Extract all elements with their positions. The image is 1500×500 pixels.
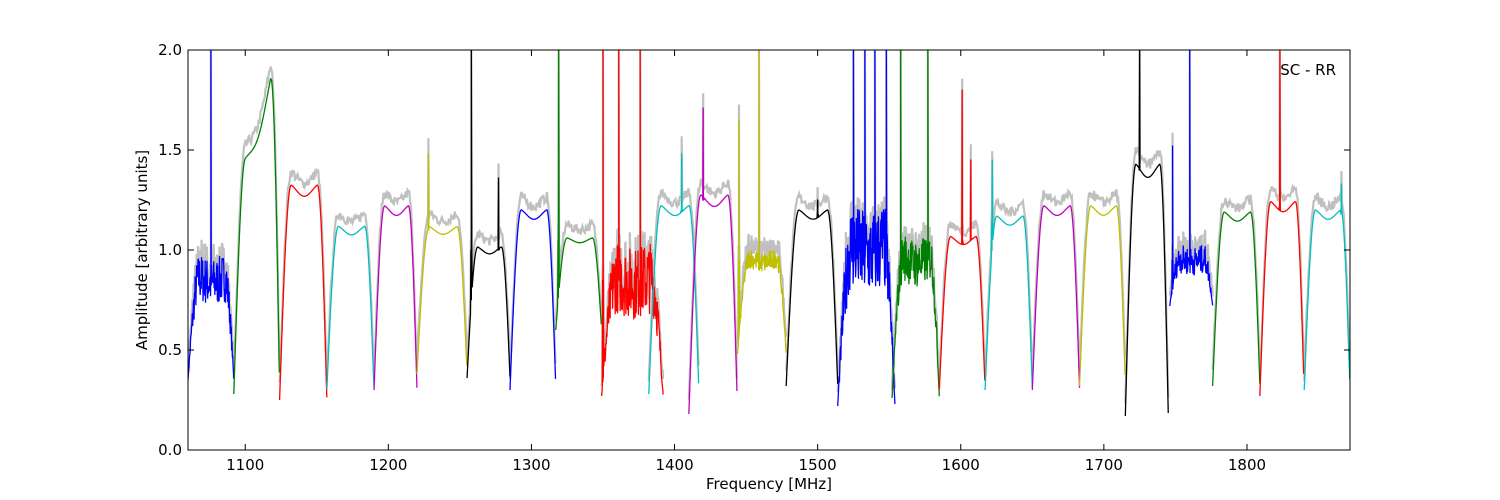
x-tick-label: 1700 — [1085, 456, 1123, 474]
series-line — [984, 159, 1033, 391]
background-trace — [415, 138, 468, 360]
background-trace — [232, 66, 281, 379]
background-trace — [508, 191, 557, 379]
series-line — [938, 89, 986, 391]
series-line — [416, 153, 468, 375]
series-line — [278, 184, 328, 401]
series-line — [1169, 50, 1214, 307]
background-trace — [1031, 188, 1081, 374]
y-tick-label: 1.5 — [158, 141, 182, 159]
background-trace — [1078, 189, 1127, 374]
background-trace — [1124, 50, 1170, 404]
y-axis-label: Amplitude [arbitrary units] — [133, 150, 151, 350]
series-line — [373, 205, 418, 391]
series-line — [1031, 205, 1081, 391]
x-tick-label: 1800 — [1228, 456, 1266, 474]
y-tick-label: 1.0 — [158, 241, 182, 259]
series-line — [188, 50, 235, 381]
x-tick-label: 1500 — [799, 456, 837, 474]
background-trace — [372, 186, 419, 374]
background-trace — [325, 211, 376, 381]
background-trace — [785, 187, 839, 373]
series-line — [785, 199, 839, 387]
background-trace — [1211, 193, 1261, 370]
x-axis: 1100 1200 1300 1400 1500 1600 1700 1800 — [226, 50, 1266, 474]
background-trace — [278, 167, 328, 383]
series-line — [1259, 50, 1305, 397]
series-line — [688, 107, 738, 415]
x-tick-label: 1600 — [942, 456, 980, 474]
series-line — [555, 50, 602, 331]
background-trace — [554, 50, 603, 322]
chart-annotation: SC - RR — [1280, 61, 1336, 79]
background-trace — [647, 136, 700, 381]
series-line — [466, 50, 511, 379]
series-layer — [188, 50, 1350, 417]
series-line — [736, 50, 787, 355]
background-trace — [687, 93, 739, 400]
x-tick-label: 1200 — [369, 456, 407, 474]
series-line — [509, 209, 557, 391]
y-tick-label: 0.0 — [158, 441, 182, 459]
series-line — [837, 50, 896, 407]
x-tick-label: 1300 — [512, 456, 550, 474]
background-trace — [736, 50, 788, 344]
y-axis: 0.0 0.5 1.0 1.5 2.0 — [158, 41, 1350, 459]
x-tick-label: 1400 — [655, 456, 693, 474]
series-line — [1124, 50, 1169, 417]
series-line — [648, 153, 700, 395]
x-axis-label: Frequency [MHz] — [706, 475, 832, 493]
series-line — [233, 77, 280, 395]
series-line — [1078, 205, 1126, 387]
x-tick-label: 1100 — [226, 456, 264, 474]
series-line — [891, 50, 940, 399]
y-tick-label: 2.0 — [158, 41, 182, 59]
series-line — [326, 225, 375, 391]
series-line — [1303, 183, 1350, 391]
series-line — [600, 50, 664, 397]
series-line — [1211, 211, 1261, 387]
y-tick-label: 0.5 — [158, 341, 182, 359]
